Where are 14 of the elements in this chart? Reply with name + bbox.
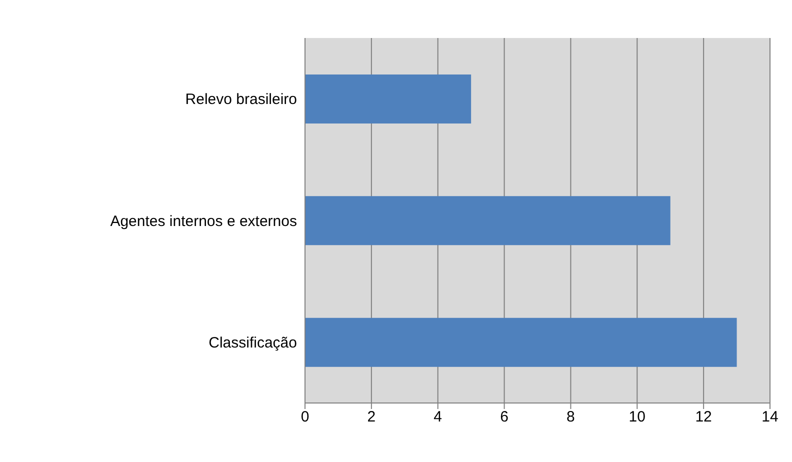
x-tick-label: 6 [500, 408, 508, 426]
y-tick-label: Classificação [208, 334, 297, 352]
x-tick-label: 2 [367, 408, 376, 426]
x-tick-label: 0 [300, 408, 310, 426]
x-tick-label: 4 [434, 408, 442, 426]
bar [305, 196, 670, 246]
x-tick-label: 12 [695, 408, 712, 426]
y-tick-label: Relevo brasileiro [185, 91, 297, 108]
bar [305, 74, 472, 124]
bar [305, 318, 737, 367]
x-tick-label: 10 [628, 408, 646, 426]
x-tick-label: 14 [762, 408, 778, 426]
x-tick-label: 8 [566, 408, 575, 426]
y-tick-label: Agentes internos e externos [110, 212, 297, 230]
